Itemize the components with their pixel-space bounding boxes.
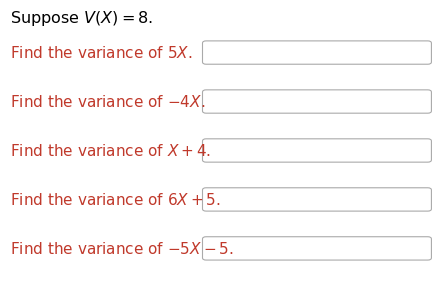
Text: Find the variance of $-4\mathit{X}.$: Find the variance of $-4\mathit{X}.$	[10, 94, 205, 110]
Text: Find the variance of $6\mathit{X} + 5.$: Find the variance of $6\mathit{X} + 5.$	[10, 192, 221, 208]
Text: Suppose $\mathit{V}(\mathit{X}) = 8.$: Suppose $\mathit{V}(\mathit{X}) = 8.$	[10, 9, 153, 28]
FancyBboxPatch shape	[202, 90, 431, 113]
FancyBboxPatch shape	[202, 41, 431, 64]
FancyBboxPatch shape	[202, 139, 431, 162]
Text: Find the variance of $5\mathit{X}.$: Find the variance of $5\mathit{X}.$	[10, 45, 192, 61]
FancyBboxPatch shape	[202, 188, 431, 211]
Text: Find the variance of $-5\mathit{X} - 5.$: Find the variance of $-5\mathit{X} - 5.$	[10, 240, 233, 257]
FancyBboxPatch shape	[202, 237, 431, 260]
Text: Find the variance of $\mathit{X} + 4.$: Find the variance of $\mathit{X} + 4.$	[10, 143, 211, 159]
